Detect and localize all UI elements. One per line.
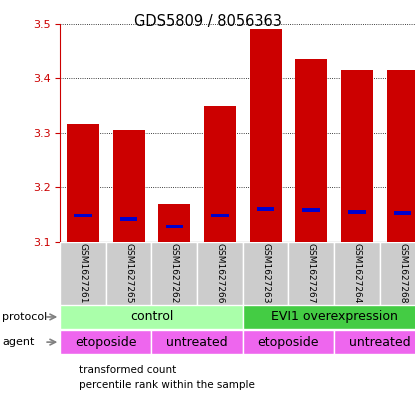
- Bar: [67, 125, 99, 242]
- Text: GSM1627266: GSM1627266: [215, 243, 225, 303]
- Bar: [243, 305, 415, 329]
- Text: GDS5809 / 8056363: GDS5809 / 8056363: [134, 14, 281, 29]
- Bar: [303, 208, 320, 212]
- Text: percentile rank within the sample: percentile rank within the sample: [79, 380, 255, 390]
- Text: GSM1627262: GSM1627262: [170, 243, 179, 303]
- Bar: [380, 242, 415, 305]
- Bar: [74, 214, 92, 217]
- Bar: [394, 211, 411, 215]
- Text: etoposide: etoposide: [75, 336, 137, 349]
- Bar: [334, 242, 380, 305]
- Bar: [341, 70, 373, 242]
- Text: GSM1627265: GSM1627265: [124, 243, 133, 303]
- Text: agent: agent: [2, 337, 34, 347]
- Bar: [249, 29, 281, 242]
- Text: GSM1627264: GSM1627264: [352, 243, 361, 303]
- Text: control: control: [130, 310, 173, 323]
- Bar: [60, 305, 243, 329]
- Bar: [120, 217, 137, 221]
- Bar: [257, 207, 274, 211]
- Bar: [197, 242, 243, 305]
- Text: GSM1627263: GSM1627263: [261, 243, 270, 303]
- Bar: [60, 330, 151, 354]
- Bar: [386, 70, 415, 242]
- Text: GSM1627267: GSM1627267: [307, 243, 316, 303]
- Bar: [112, 130, 144, 242]
- Bar: [60, 242, 106, 305]
- Bar: [204, 107, 236, 242]
- Bar: [348, 210, 366, 214]
- Bar: [288, 242, 334, 305]
- Text: etoposide: etoposide: [258, 336, 319, 349]
- Text: untreated: untreated: [166, 336, 228, 349]
- Text: untreated: untreated: [349, 336, 410, 349]
- Bar: [158, 204, 190, 242]
- Bar: [166, 224, 183, 228]
- Bar: [334, 330, 415, 354]
- Text: GSM1627261: GSM1627261: [78, 243, 88, 303]
- Bar: [151, 242, 197, 305]
- Text: EVI1 overexpression: EVI1 overexpression: [271, 310, 398, 323]
- Bar: [243, 330, 334, 354]
- Text: transformed count: transformed count: [79, 365, 176, 375]
- Text: protocol: protocol: [2, 312, 47, 322]
- Bar: [211, 214, 229, 217]
- Bar: [295, 59, 327, 242]
- Text: GSM1627268: GSM1627268: [398, 243, 407, 303]
- Bar: [151, 330, 243, 354]
- Bar: [243, 242, 288, 305]
- Bar: [106, 242, 151, 305]
